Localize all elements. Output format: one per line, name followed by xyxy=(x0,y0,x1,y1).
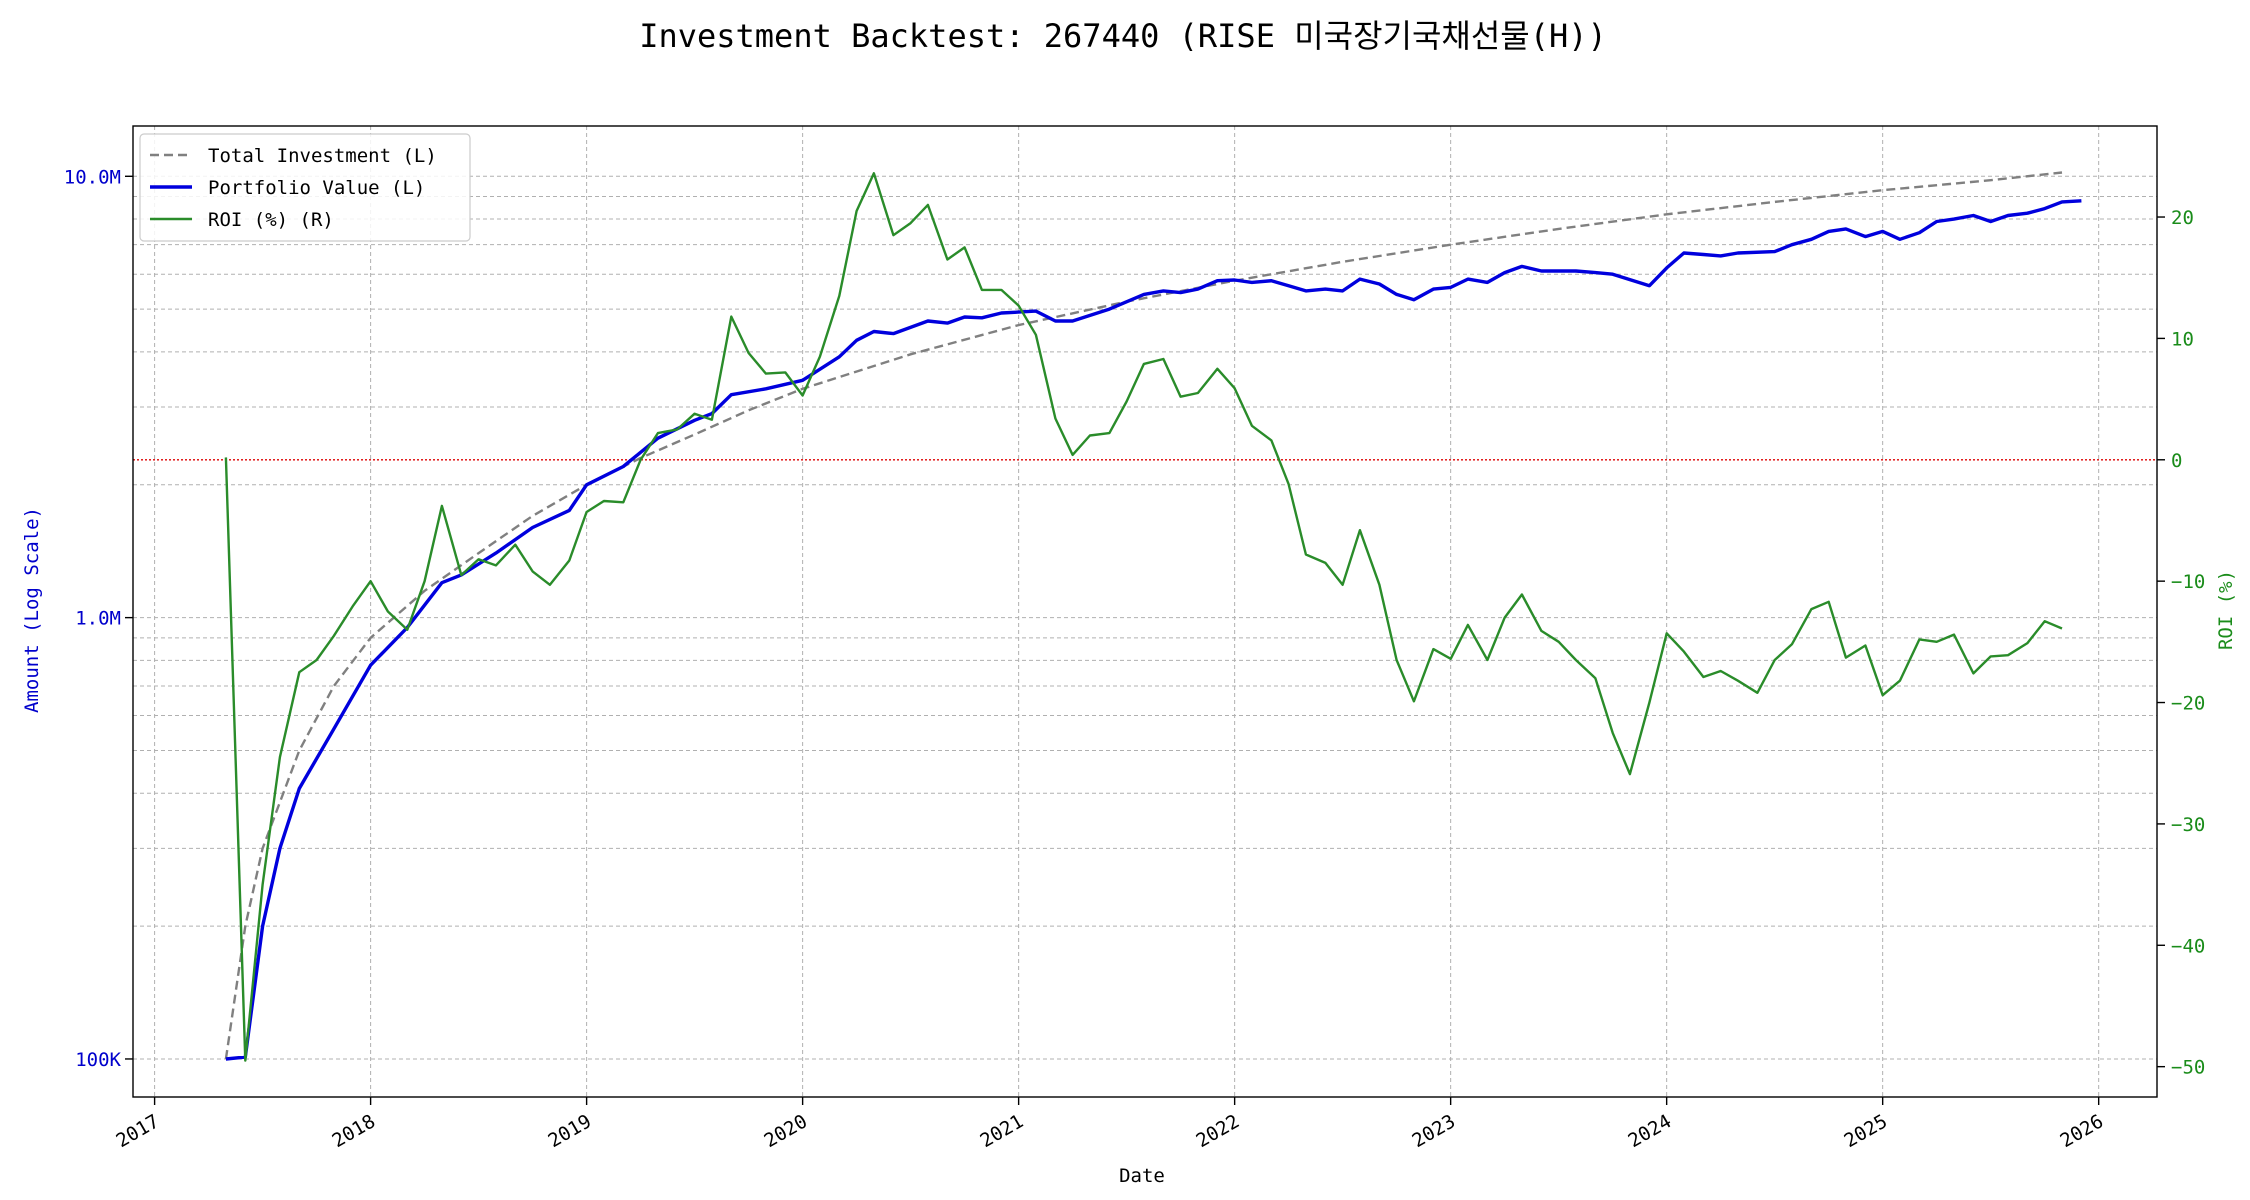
y-right-tick-label: 0 xyxy=(2171,450,2182,472)
series-line-total-investment-l xyxy=(224,171,2063,1060)
series-line-portfolio-value-l xyxy=(225,199,2082,1061)
plot-frame xyxy=(132,125,2158,1098)
y-axis-right-label: ROI (%) xyxy=(2215,570,2237,650)
y-right-tick-label: −50 xyxy=(2171,1057,2205,1079)
x-tick-label: 2017 xyxy=(112,1110,163,1152)
x-tick-label: 2023 xyxy=(1409,1110,1460,1152)
chart-title: Investment Backtest: 267440 (RISE 미국장기국채… xyxy=(639,17,1607,55)
y-right-tick-label: −40 xyxy=(2171,935,2205,957)
y-right-tick-label: −20 xyxy=(2171,693,2205,715)
x-tick-label: 2024 xyxy=(1625,1110,1676,1152)
y-left-tick-label: 10.0M xyxy=(64,166,121,188)
x-tick-label: 2021 xyxy=(977,1110,1028,1152)
x-tick-label: 2019 xyxy=(544,1110,595,1152)
x-tick-label: 2025 xyxy=(1841,1110,1892,1152)
y-right-tick-label: −10 xyxy=(2171,571,2205,593)
axis-ticks: 100K 1.0M 10.0M −50 −40 −30 −20 −10 0 10 20 2017 201… xyxy=(64,166,2206,1152)
x-axis-label: Date xyxy=(1119,1165,1165,1187)
y-axis-left-label: Amount (Log Scale) xyxy=(21,507,43,713)
legend: Total Investment (L) Portfolio Value (L) R… xyxy=(139,133,471,242)
series-line-roi-r xyxy=(224,172,2063,1062)
x-tick-label: 2020 xyxy=(760,1110,811,1152)
y-right-tick-label: −30 xyxy=(2171,814,2205,836)
x-tick-label: 2022 xyxy=(1193,1110,1244,1152)
legend-label-portfolio-value-l: Portfolio Value (L) xyxy=(208,177,425,199)
y-right-tick-label: 20 xyxy=(2171,207,2194,229)
y-right-tick-label: 10 xyxy=(2171,328,2194,350)
x-tick-label: 2026 xyxy=(2057,1110,2108,1152)
x-tick-label: 2018 xyxy=(328,1110,379,1152)
grid xyxy=(133,126,2157,1097)
legend-label-roi-r: ROI (%) (R) xyxy=(208,209,334,231)
legend-label-total-investment-l: Total Investment (L) xyxy=(208,145,437,167)
series-layer xyxy=(224,171,2082,1062)
y-left-tick-label: 1.0M xyxy=(75,608,121,630)
legend-box xyxy=(139,133,471,242)
y-left-tick-label: 100K xyxy=(75,1049,121,1071)
